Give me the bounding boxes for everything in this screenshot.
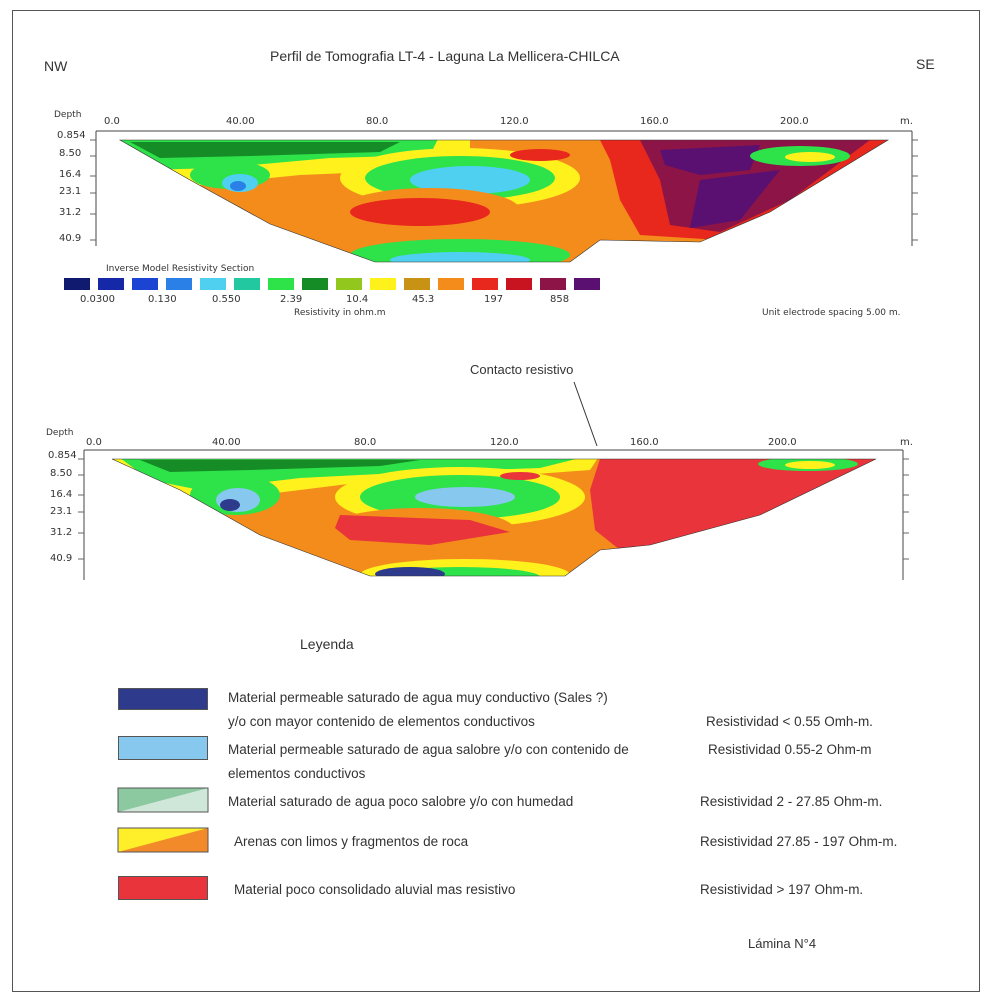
legend-swatch-sands [117, 827, 209, 853]
legend-desc-line2: elementos conductivos [228, 766, 366, 781]
contact-annotation: Contacto resistivo [470, 362, 574, 377]
legend-resistivity: Resistividad < 0.55 Omh-m. [706, 714, 873, 729]
top-x-unit: m. [900, 116, 913, 127]
legend-resistivity: Resistividad 0.55-2 Ohm-m [708, 742, 872, 757]
top-x-tick: 0.0 [104, 116, 120, 127]
scale-label: 0.550 [212, 294, 241, 305]
scale-label: 2.39 [280, 294, 303, 305]
page-frame [12, 10, 980, 992]
bottom-depth-tick: 16.4 [50, 489, 73, 500]
bottom-x-tick: 0.0 [86, 437, 102, 448]
scale-label: 197 [484, 294, 504, 305]
scale-swatch [438, 278, 464, 290]
legend-resistivity: Resistividad 2 - 27.85 Ohm-m. [700, 794, 883, 809]
legend-desc-line2: y/o con mayor contenido de elementos con… [228, 714, 535, 729]
direction-se: SE [916, 56, 935, 72]
scale-swatch [132, 278, 158, 290]
scale-label: 10.4 [346, 294, 369, 305]
scale-swatch [336, 278, 362, 290]
top-x-tick: 160.0 [640, 116, 669, 127]
legend-resistivity: Resistividad 27.85 - 197 Ohm-m. [700, 834, 898, 849]
scale-label: 858 [550, 294, 570, 305]
bottom-depth-tick: 40.9 [50, 553, 73, 564]
bottom-x-unit: m. [900, 437, 913, 448]
bottom-x-tick: 40.00 [212, 437, 241, 448]
scale-title: Inverse Model Resistivity Section [106, 264, 255, 274]
scale-label: 0.130 [148, 294, 177, 305]
legend-swatch-humid [117, 787, 209, 813]
scale-swatch [268, 278, 294, 290]
legend-resistivity: Resistividad > 197 Ohm-m. [700, 882, 864, 897]
scale-unit: Resistivity in ohm.m [294, 308, 386, 318]
bottom-x-tick: 160.0 [630, 437, 659, 448]
legend-desc-line1: Arenas con limos y fragmentos de roca [234, 834, 469, 849]
top-depth-tick: 31.2 [59, 207, 82, 218]
top-depth-tick: 16.4 [59, 169, 82, 180]
scale-swatch [540, 278, 566, 290]
top-depth-tick: 8.50 [59, 148, 82, 159]
scale-swatch [370, 278, 396, 290]
scale-label: 45.3 [412, 294, 435, 305]
sheet-label: Lámina N°4 [748, 936, 817, 951]
bottom-depth-label: Depth [46, 428, 74, 438]
bottom-depth-tick: 0.854 [48, 450, 77, 461]
bottom-depth-tick: 23.1 [50, 506, 73, 517]
scale-swatch [404, 278, 430, 290]
scale-swatch [472, 278, 498, 290]
scale-swatch [98, 278, 124, 290]
top-depth-tick: 23.1 [59, 186, 82, 197]
scale-swatch [166, 278, 192, 290]
bottom-x-tick: 80.0 [354, 437, 377, 448]
legend-desc-line1: Material permeable saturado de agua muy … [228, 690, 608, 705]
scale-swatch [234, 278, 260, 290]
direction-nw: NW [44, 58, 68, 74]
top-x-tick: 120.0 [500, 116, 529, 127]
legend-desc-line1: Material permeable saturado de agua salo… [228, 742, 629, 757]
legend-desc-line1: Material saturado de agua poco salobre y… [228, 794, 574, 809]
top-x-tick: 200.0 [780, 116, 809, 127]
scale-swatch [302, 278, 328, 290]
legend-swatch-very-conductive [118, 688, 208, 710]
top-depth-tick: 0.854 [57, 130, 86, 141]
bottom-depth-tick: 31.2 [50, 527, 73, 538]
scale-swatch [506, 278, 532, 290]
bottom-x-tick: 200.0 [768, 437, 797, 448]
top-depth-tick: 40.9 [59, 233, 82, 244]
bottom-section-plot [78, 381, 909, 580]
top-x-tick: 80.0 [366, 116, 389, 127]
legend-swatch-brackish [118, 736, 208, 760]
scale-label: 0.0300 [80, 294, 115, 305]
top-x-tick: 40.00 [226, 116, 255, 127]
bottom-depth-tick: 8.50 [50, 468, 73, 479]
page-title: Perfil de Tomografia LT-4 - Laguna La Me… [270, 48, 620, 64]
scale-swatch [64, 278, 90, 290]
scale-swatch [200, 278, 226, 290]
scale-swatch [574, 278, 600, 290]
legend-title: Leyenda [300, 636, 354, 652]
top-section-plot [90, 130, 918, 263]
bottom-x-tick: 120.0 [490, 437, 519, 448]
top-depth-label: Depth [54, 110, 82, 120]
legend-swatch-resistive [118, 876, 208, 900]
electrode-spacing-note: Unit electrode spacing 5.00 m. [762, 308, 901, 318]
legend-desc-line1: Material poco consolidado aluvial mas re… [234, 882, 516, 897]
